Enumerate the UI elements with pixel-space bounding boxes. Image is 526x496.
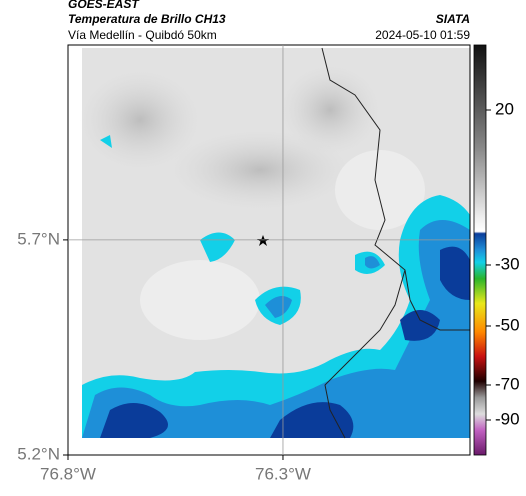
colorbar [473, 44, 487, 456]
agency: SIATA [436, 12, 470, 26]
source: GOES-EAST [68, 0, 140, 11]
x-tick-label: 76.3°W [255, 464, 311, 483]
y-tick-label: 5.2°N [17, 444, 60, 463]
y-tick-label: 5.7°N [17, 229, 60, 248]
timestamp: 2024-05-10 01:59 [375, 28, 470, 42]
x-tick-label: 76.8°W [40, 464, 96, 483]
colorbar-label: -30 [495, 254, 520, 273]
colorbar-label: -90 [495, 409, 520, 428]
satellite-image [80, 47, 470, 439]
product: Temperatura de Brillo CH13 [68, 12, 226, 26]
map-frame [67, 44, 471, 456]
colorbar-label: -70 [495, 374, 520, 393]
colorbar-label: 20 [495, 99, 514, 118]
region: Vía Medellín - Quibdó 50km [68, 28, 217, 42]
colorbar-label: -50 [495, 315, 520, 334]
